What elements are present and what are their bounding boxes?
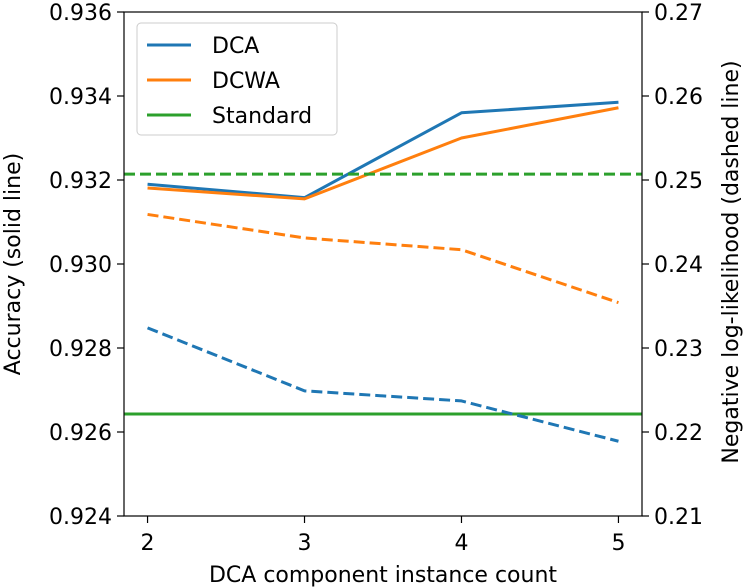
series-dca-dashed-line bbox=[146, 326, 619, 443]
series-layer bbox=[124, 100, 642, 443]
y-tick-label: 0.926 bbox=[49, 421, 112, 446]
y-tick-label: 0.924 bbox=[49, 505, 112, 530]
legend-label-dcwa: DCWA bbox=[212, 69, 280, 94]
series-dca-solid-line bbox=[147, 100, 619, 200]
x-axis-label: DCA component instance count bbox=[209, 563, 557, 588]
axes-layer: 2 3 4 5 0.924 0.926 0.928 0.930 0.932 0.934 0.936 0… bbox=[49, 1, 703, 556]
y2-tick-label: 0.26 bbox=[654, 85, 703, 110]
y-tick-label: 0.934 bbox=[49, 85, 112, 110]
y-tick-label: 0.936 bbox=[49, 1, 112, 26]
y-tick-label: 0.930 bbox=[49, 253, 112, 278]
x-tick-label: 2 bbox=[141, 531, 155, 556]
y2-tick-label: 0.25 bbox=[654, 169, 703, 194]
y-tick-label: 0.932 bbox=[49, 169, 112, 194]
y2-tick-label: 0.22 bbox=[654, 421, 703, 446]
x-tick-label: 3 bbox=[298, 531, 312, 556]
y-axis-label: Accuracy (solid line) bbox=[1, 153, 26, 375]
y2-tick-label: 0.23 bbox=[654, 337, 703, 362]
y-tick-label: 0.928 bbox=[49, 337, 112, 362]
series-dcwa-dashed-line bbox=[147, 212, 619, 305]
legend: DCA DCWA Standard bbox=[136, 22, 338, 136]
y2-tick-label: 0.24 bbox=[654, 253, 703, 278]
legend-label-standard: Standard bbox=[212, 104, 312, 129]
legend-box bbox=[136, 22, 338, 136]
y2-tick-label: 0.27 bbox=[654, 1, 703, 26]
y2-axis-label: Negative log-likelihood (dashed line) bbox=[719, 60, 744, 463]
x-tick-label: 5 bbox=[611, 531, 625, 556]
y2-tick-label: 0.21 bbox=[654, 505, 703, 530]
series-dcwa-solid-line bbox=[147, 106, 619, 201]
x-tick-label: 4 bbox=[454, 531, 468, 556]
legend-label-dca: DCA bbox=[212, 34, 259, 59]
